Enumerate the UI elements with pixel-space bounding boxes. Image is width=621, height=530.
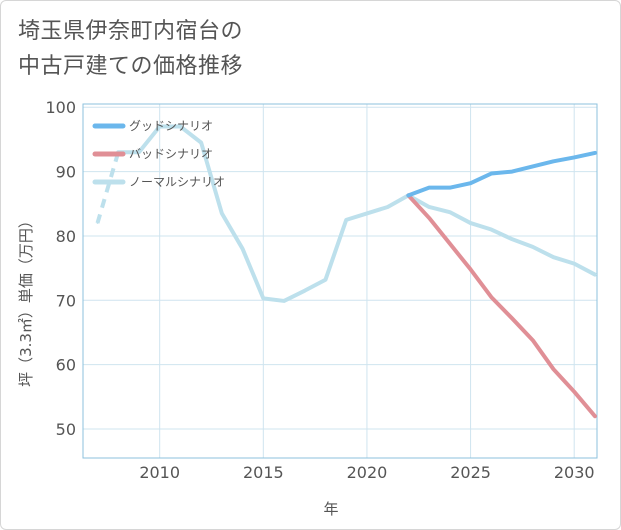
x-tick-label-2030: 2030 — [554, 463, 595, 482]
legend-item-normal-scenario: ノーマルシナリオ — [92, 175, 225, 189]
good-scenario-point-2024 — [449, 186, 451, 189]
normal-scenario-series — [95, 124, 597, 303]
normal-scenario-point-2014 — [241, 248, 244, 250]
normal-scenario-point-2027 — [511, 238, 513, 240]
good-scenario-point-2026 — [490, 172, 493, 175]
bad-scenario-point-2028 — [531, 339, 534, 342]
bad-scenario-point-2029 — [552, 368, 555, 370]
normal-scenario-point-2011 — [179, 125, 182, 128]
bad-scenario-point-2031 — [594, 415, 596, 417]
normal-scenario-point-2018 — [324, 278, 327, 281]
bad-scenario-line — [406, 193, 597, 419]
normal-scenario-point-2010 — [158, 125, 161, 128]
good-scenario-point-2030 — [573, 156, 576, 159]
x-tick-label-2010: 2010 — [139, 463, 180, 482]
y-tick-label-80: 80 — [56, 227, 76, 246]
normal-scenario-point-2028 — [531, 246, 534, 248]
normal-scenario-line-dashed — [95, 151, 121, 224]
normal-scenario-point-2016 — [283, 300, 285, 302]
y-tick-label-50: 50 — [56, 420, 76, 439]
y-axis-label: 坪（3.3㎡）単価（万円） — [17, 213, 35, 387]
x-axis-label: 年 — [323, 500, 338, 518]
bad-scenario-point-2024 — [449, 242, 451, 245]
normal-scenario-point-2029 — [552, 256, 555, 258]
normal-scenario-line — [116, 124, 597, 303]
good-scenario-point-2023 — [428, 186, 430, 189]
y-tick-label-60: 60 — [56, 356, 76, 375]
good-scenario-point-2029 — [552, 160, 555, 163]
legend-item-bad-scenario: バッドシナリオ — [92, 147, 213, 161]
normal-scenario-point-2031 — [594, 273, 596, 276]
y-axis-ticks: 50 60 70 80 90 100 — [45, 98, 76, 439]
x-tick-label-2020: 2020 — [347, 463, 388, 482]
normal-scenario-point-2017 — [303, 289, 306, 292]
good-scenario-line — [406, 150, 597, 198]
good-scenario-series — [406, 150, 597, 198]
x-tick-label-2015: 2015 — [243, 463, 284, 482]
legend-item-good-scenario: グッドシナリオ — [92, 119, 213, 133]
normal-scenario-point-2015 — [262, 297, 265, 300]
legend-label-bad-scenario: バッドシナリオ — [129, 147, 213, 161]
legend-label-normal-scenario: ノーマルシナリオ — [129, 175, 225, 189]
y-tick-label-90: 90 — [56, 163, 76, 182]
normal-scenario-point-2013 — [221, 212, 223, 215]
normal-scenario-point-2024 — [449, 211, 451, 213]
bad-scenario-point-2023 — [428, 217, 430, 219]
bad-scenario-point-2026 — [490, 296, 493, 298]
normal-scenario-point-2026 — [490, 228, 493, 231]
normal-scenario-point-2020 — [366, 212, 368, 215]
good-scenario-point-2028 — [531, 165, 534, 168]
good-scenario-point-2027 — [511, 170, 513, 173]
bad-scenario-point-2025 — [469, 268, 472, 271]
normal-scenario-point-2021 — [386, 206, 389, 208]
good-scenario-point-2022 — [407, 194, 410, 197]
normal-scenario-point-2030 — [573, 262, 576, 265]
y-tick-label-70: 70 — [56, 291, 76, 310]
y-tick-label-100: 100 — [45, 98, 76, 117]
bad-scenario-point-2030 — [573, 390, 576, 393]
chart-title-line-1: 埼玉県伊奈町内宿台の — [18, 19, 244, 44]
chart-title: 埼玉県伊奈町内宿台の 中古戸建ての価格推移 — [18, 14, 578, 84]
series-layer — [95, 124, 597, 419]
bad-scenario-series — [406, 193, 597, 419]
x-axis-ticks: 2010 2015 2020 2025 2030 — [139, 463, 594, 482]
normal-scenario-point-2009 — [138, 151, 140, 154]
normal-scenario-point-2007 — [96, 222, 99, 224]
plot-area-border — [82, 103, 598, 459]
x-tick-label-2025: 2025 — [450, 463, 491, 482]
legend-label-good-scenario: グッドシナリオ — [129, 119, 213, 133]
chart-title-line-2: 中古戸建ての価格推移 — [18, 54, 244, 79]
bad-scenario-point-2027 — [511, 317, 513, 320]
normal-scenario-point-2025 — [469, 222, 472, 224]
normal-scenario-point-2019 — [345, 219, 348, 221]
normal-scenario-point-2023 — [428, 206, 430, 208]
good-scenario-point-2025 — [469, 182, 472, 184]
normal-scenario-point-2012 — [200, 141, 202, 144]
good-scenario-point-2031 — [594, 152, 596, 154]
